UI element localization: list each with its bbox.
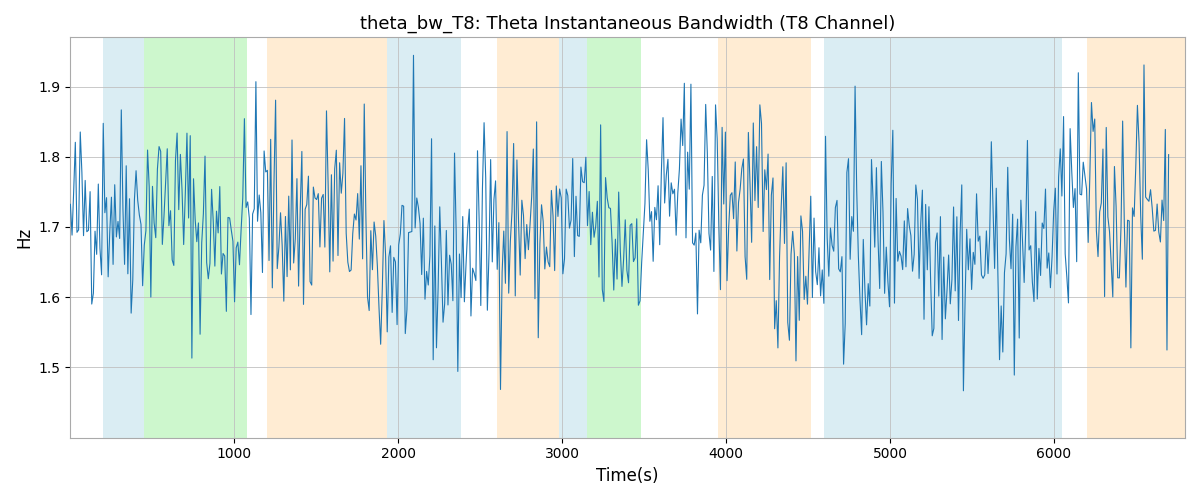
Bar bbox=[386, 38, 461, 438]
Y-axis label: Hz: Hz bbox=[14, 227, 32, 248]
Bar bbox=[144, 38, 247, 438]
Bar bbox=[268, 38, 386, 438]
Title: theta_bw_T8: Theta Instantaneous Bandwidth (T8 Channel): theta_bw_T8: Theta Instantaneous Bandwid… bbox=[360, 15, 895, 34]
Bar bbox=[103, 38, 144, 438]
Bar bbox=[587, 38, 641, 438]
X-axis label: Time(s): Time(s) bbox=[596, 467, 659, 485]
Bar bbox=[824, 38, 1062, 438]
Bar bbox=[718, 38, 811, 438]
Bar bbox=[497, 38, 559, 438]
Bar bbox=[1087, 38, 1186, 438]
Bar bbox=[559, 38, 587, 438]
